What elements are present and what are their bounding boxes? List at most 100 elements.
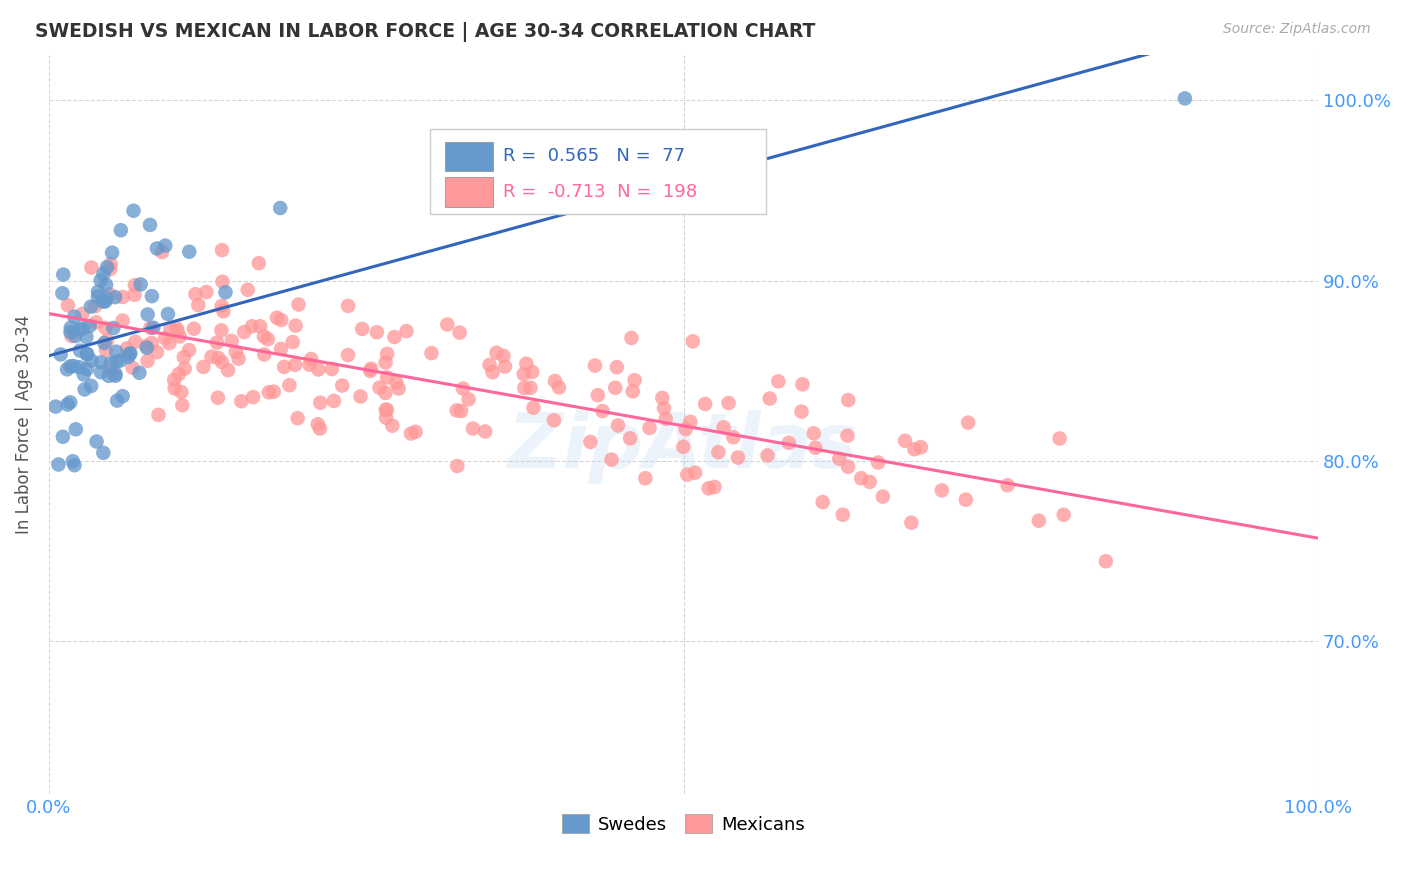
Point xyxy=(322,393,344,408)
Point xyxy=(544,374,567,388)
Point xyxy=(80,379,103,393)
Point xyxy=(697,482,720,496)
Point xyxy=(60,329,83,343)
Point xyxy=(94,343,117,357)
Point xyxy=(111,389,134,403)
Point xyxy=(105,344,128,359)
Point xyxy=(804,441,827,455)
Point xyxy=(104,368,127,383)
Point xyxy=(69,343,91,358)
Point xyxy=(703,480,725,494)
Point xyxy=(727,450,749,465)
Point xyxy=(522,401,544,415)
Point xyxy=(86,434,108,449)
Point xyxy=(76,347,98,361)
Point xyxy=(163,381,186,395)
Point xyxy=(253,329,276,343)
Point xyxy=(758,392,780,406)
Point xyxy=(868,456,890,470)
Point xyxy=(91,446,114,460)
Point xyxy=(381,418,404,433)
Point xyxy=(385,376,408,390)
Point xyxy=(249,319,271,334)
Point xyxy=(307,362,329,376)
Point xyxy=(1049,432,1071,446)
Point xyxy=(96,260,118,274)
Point xyxy=(167,367,190,381)
Point xyxy=(269,201,291,215)
Point xyxy=(104,367,127,381)
Point xyxy=(177,343,200,357)
Point xyxy=(792,377,814,392)
Point xyxy=(110,353,132,368)
Point xyxy=(451,382,474,396)
Point xyxy=(679,415,702,429)
Point xyxy=(672,440,695,454)
Point xyxy=(91,294,114,309)
Point xyxy=(172,398,194,412)
Point xyxy=(157,336,180,351)
Point xyxy=(166,325,188,339)
Point xyxy=(263,384,285,399)
Point xyxy=(287,411,309,425)
Point xyxy=(707,445,730,459)
Point xyxy=(513,368,536,382)
Point xyxy=(683,466,706,480)
Point xyxy=(84,315,107,329)
Point xyxy=(790,404,813,418)
Point xyxy=(211,299,233,313)
Point xyxy=(141,289,163,303)
Point xyxy=(605,381,627,395)
Point xyxy=(717,396,740,410)
Point xyxy=(634,471,657,485)
Point xyxy=(713,420,735,434)
Point xyxy=(543,413,565,427)
Point xyxy=(997,478,1019,492)
Point xyxy=(212,304,235,318)
Point xyxy=(349,389,371,403)
Point xyxy=(90,355,112,369)
Point xyxy=(73,368,96,382)
Point xyxy=(638,421,661,435)
Text: R =  -0.713  N =  198: R = -0.713 N = 198 xyxy=(503,183,697,201)
Point xyxy=(548,380,571,394)
Point xyxy=(374,355,396,369)
Point xyxy=(156,307,179,321)
Point xyxy=(153,331,176,345)
Point xyxy=(957,416,980,430)
Point xyxy=(395,324,418,338)
Point xyxy=(104,290,127,304)
Point xyxy=(522,365,544,379)
Point xyxy=(368,381,391,395)
Point xyxy=(307,417,329,432)
Point xyxy=(100,356,122,370)
Point xyxy=(900,516,922,530)
Point xyxy=(217,363,239,377)
Point xyxy=(675,422,697,436)
Point xyxy=(146,345,169,359)
Point xyxy=(723,430,745,444)
Point xyxy=(651,391,673,405)
Point xyxy=(184,287,207,301)
Point xyxy=(461,421,484,435)
Point xyxy=(623,373,645,387)
Point xyxy=(87,285,110,299)
Point xyxy=(142,320,165,334)
Point xyxy=(56,298,79,312)
Point xyxy=(359,364,381,378)
Point xyxy=(121,360,143,375)
Point xyxy=(1053,508,1076,522)
Point xyxy=(128,366,150,380)
Point xyxy=(100,364,122,378)
Point xyxy=(211,355,233,369)
Point xyxy=(63,458,86,473)
Point xyxy=(62,359,84,373)
Point xyxy=(388,382,411,396)
Point xyxy=(169,329,191,343)
Point xyxy=(79,319,101,334)
Point xyxy=(606,360,628,375)
Point xyxy=(62,454,84,468)
Point xyxy=(214,285,236,300)
Point xyxy=(831,508,853,522)
Point xyxy=(756,449,779,463)
